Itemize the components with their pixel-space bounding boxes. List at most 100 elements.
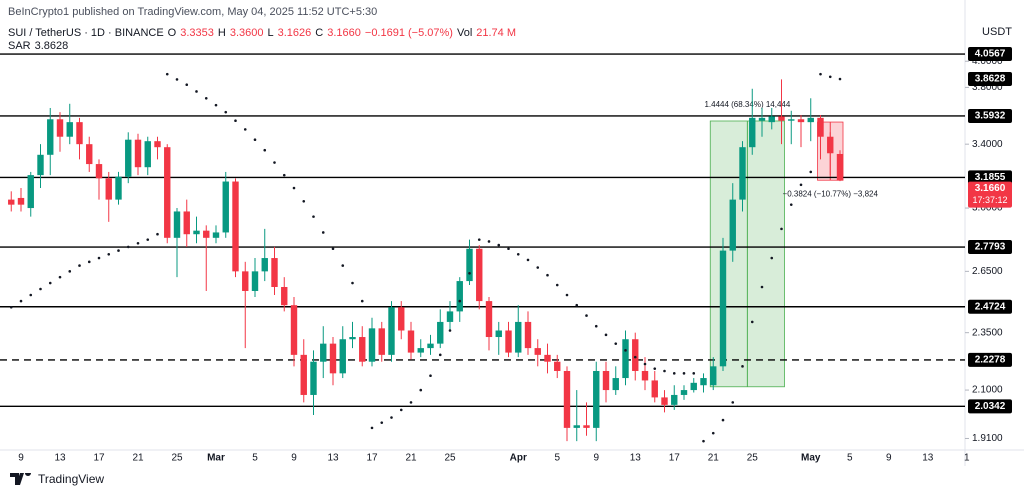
sar-dot [594, 324, 598, 328]
y-tick-label: 3.0000 [972, 203, 1003, 214]
candle-body [8, 199, 15, 205]
sar-dot [721, 418, 725, 422]
x-tick-label: 25 [747, 453, 759, 464]
publisher: BeInCrypto1 published on TradingView.com… [8, 6, 378, 18]
sar-dot [204, 96, 208, 100]
candle-body [368, 328, 376, 362]
brand-name: TradingView [38, 472, 105, 486]
sar-dot [399, 408, 403, 412]
ohlc-value: 3.1660 [327, 27, 361, 39]
candle-body [281, 286, 288, 306]
candle-body [300, 354, 307, 395]
candle-body [554, 361, 561, 371]
sar-dot [321, 231, 325, 234]
x-tick-label: 5 [554, 453, 560, 464]
candle-body [563, 370, 571, 428]
sar-dot [643, 362, 647, 366]
x-tick-label: 9 [291, 453, 297, 464]
price-label: 4.0567 [968, 47, 1012, 62]
sar-dot [809, 170, 813, 174]
sar-dot [575, 303, 579, 307]
candle-body [680, 390, 688, 395]
candle-body [632, 339, 639, 371]
sar-dot [48, 281, 52, 285]
price-label: 3.8628 [968, 72, 1012, 87]
x-tick-label: 13 [327, 453, 339, 464]
price-label-box [968, 72, 1012, 87]
candle-body [388, 307, 395, 355]
volume-label: Vol [456, 27, 473, 39]
candle-body [290, 305, 298, 355]
candle-body [105, 178, 112, 200]
price-label-text: 3.5932 [975, 111, 1006, 122]
price-label-box [968, 240, 1012, 255]
x-tick-label: 1 [964, 453, 970, 464]
price-label-text: 2.0342 [975, 401, 1006, 412]
candle-body [86, 144, 93, 165]
sar-dot [331, 247, 335, 251]
candle-body [398, 307, 405, 331]
candle-body [320, 343, 327, 362]
price-label-text: 3.1855 [975, 172, 1006, 183]
x-tick-label: 13 [54, 453, 66, 464]
sar-dot [614, 342, 618, 345]
price-label: 2.2278 [968, 352, 1012, 367]
sar-dot [19, 299, 23, 303]
candle-body [66, 122, 73, 137]
sar-dot [731, 401, 735, 404]
candle-body [719, 250, 727, 367]
sar-dot [107, 253, 111, 256]
sar-dot [624, 349, 627, 352]
sar-dot [78, 264, 81, 267]
sar-dot [468, 271, 471, 275]
candle-body [739, 147, 746, 200]
candle-body [144, 141, 151, 168]
sar-dot [253, 138, 257, 141]
candle-body [495, 330, 502, 338]
candle-body [251, 271, 259, 291]
candle-body [17, 197, 25, 205]
candle-body [446, 311, 454, 322]
indicator-name: SAR [8, 40, 31, 52]
sar-dot [292, 186, 296, 190]
candle-body [115, 176, 122, 200]
x-tick-label: 9 [593, 453, 599, 464]
sar-dot [341, 264, 345, 267]
y-tick-label: 2.3500 [972, 327, 1003, 338]
sar-dot [692, 372, 696, 375]
candle-body [232, 181, 239, 272]
sar-dot [282, 173, 286, 177]
x-tick-label: 5 [847, 453, 853, 464]
sar-dot [780, 227, 783, 231]
sar-dot [58, 275, 62, 279]
y-tick-label: 2.1000 [972, 385, 1003, 396]
x-tick-label: Mar [207, 453, 225, 464]
sar-dot [536, 266, 540, 269]
price-label-box [968, 299, 1012, 314]
price-label-text: 2.4724 [975, 301, 1006, 312]
sar-dot [799, 183, 803, 187]
candle-body [466, 248, 473, 282]
sar-dot [195, 90, 198, 93]
candle-body [310, 361, 317, 395]
price-label-box [968, 170, 1012, 185]
sar-dot [390, 416, 393, 419]
candle-body [329, 343, 337, 374]
candle-body [641, 370, 649, 381]
sar-dot [68, 270, 72, 273]
candle-body [710, 366, 717, 386]
candle-body [437, 321, 444, 344]
x-tick-label: 5 [252, 453, 258, 464]
x-tick-label: 13 [630, 453, 642, 464]
candle-body [788, 119, 795, 121]
candle-body [47, 119, 54, 155]
candle-body [407, 330, 415, 353]
x-tick-label: 21 [708, 453, 720, 464]
sar-dot [760, 285, 764, 289]
candle-body [485, 301, 493, 338]
sar-dot [711, 431, 715, 435]
sar-dot [175, 78, 179, 81]
measure-label: 1.4444 (68.34%) 14,444 [704, 100, 790, 109]
candle-body [534, 348, 541, 355]
